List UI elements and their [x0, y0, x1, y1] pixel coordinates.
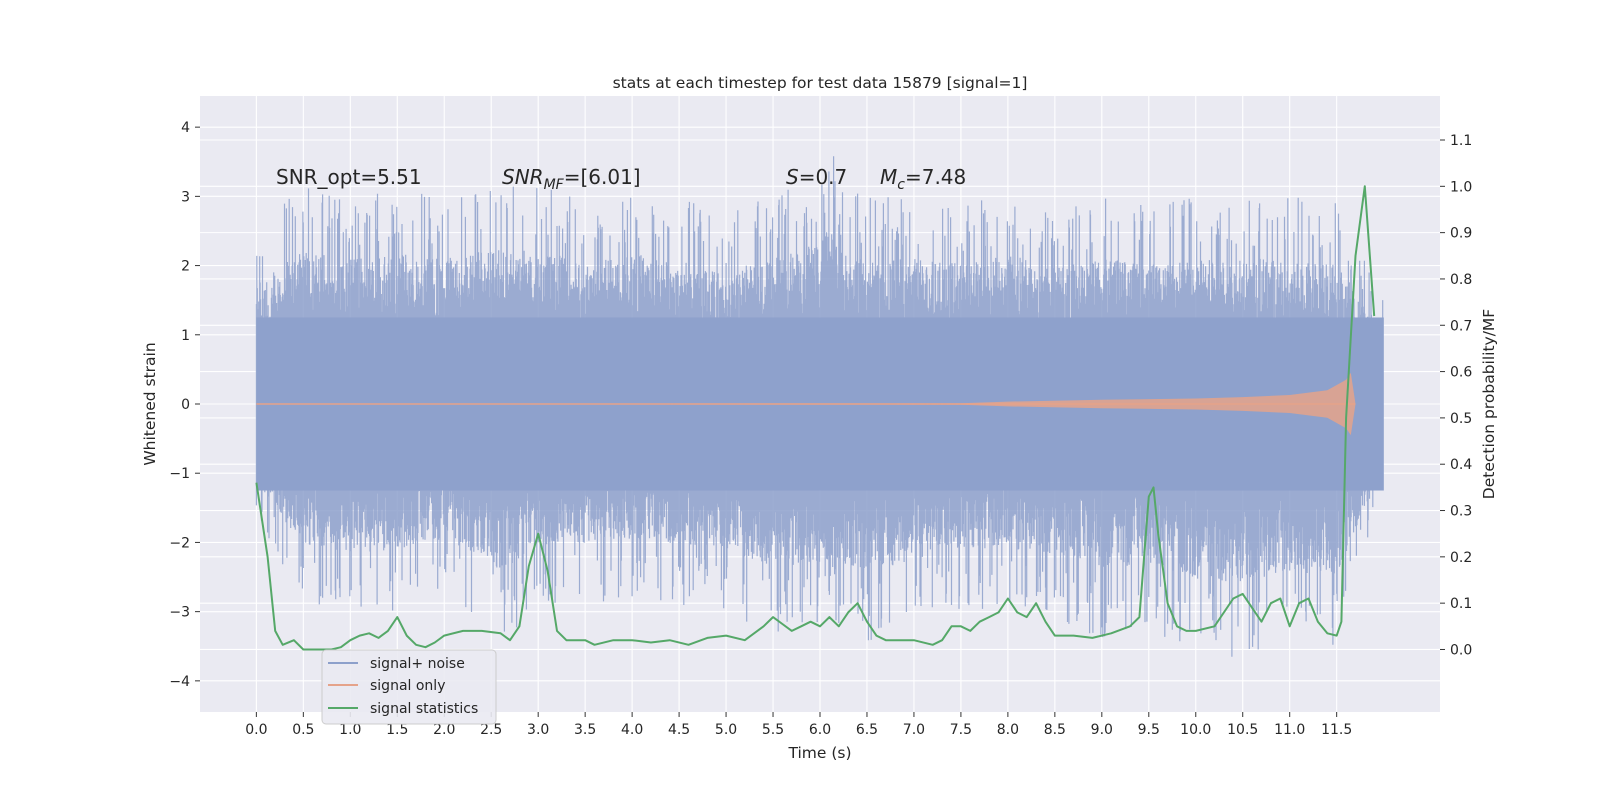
s-symbol: S	[786, 165, 799, 189]
left-y-tick-label: −3	[169, 605, 190, 621]
x-tick-label: 8.0	[997, 722, 1019, 738]
legend-label-signal-only: signal only	[370, 678, 445, 694]
snr-mf-annotation: SNRMF=[6.01]	[502, 165, 641, 193]
right-y-axis-ticks: 1.1 1.0 0.9 0.8 0.7 0.6 0.5 0.4 0.3 0.2 0.1 0.0	[1440, 133, 1472, 658]
x-tick-label: 1.5	[386, 722, 408, 738]
left-y-tick-label: 0	[181, 397, 190, 413]
right-y-tick-label: 0.8	[1450, 272, 1472, 288]
x-tick-label: 11.0	[1274, 722, 1305, 738]
left-y-tick-label: −1	[169, 466, 190, 482]
legend-label-signal-statistics: signal statistics	[370, 701, 478, 717]
x-tick-label: 8.5	[1044, 722, 1066, 738]
right-y-tick-label: 0.7	[1450, 318, 1472, 334]
left-y-tick-label: 1	[181, 328, 190, 344]
mc-symbol: M	[880, 165, 897, 189]
x-tick-label: 5.5	[762, 722, 784, 738]
right-y-tick-label: 0.0	[1450, 642, 1472, 658]
x-tick-label: 4.5	[668, 722, 690, 738]
right-y-tick-label: 0.3	[1450, 504, 1472, 520]
x-tick-label: 7.5	[950, 722, 972, 738]
x-tick-label: 10.5	[1227, 722, 1258, 738]
mc-subscript: c	[897, 177, 905, 193]
mc-annotation: Mc=7.48	[880, 165, 966, 193]
right-y-tick-label: 1.1	[1450, 133, 1472, 149]
x-tick-label: 10.0	[1180, 722, 1211, 738]
x-tick-label: 1.0	[339, 722, 361, 738]
x-tick-label: 11.5	[1321, 722, 1352, 738]
left-y-tick-label: 3	[181, 189, 190, 205]
chart-title: stats at each timestep for test data 158…	[613, 74, 1028, 92]
right-y-tick-label: 0.4	[1450, 457, 1472, 473]
x-tick-label: 0.0	[245, 722, 267, 738]
right-y-tick-label: 0.1	[1450, 596, 1472, 612]
left-y-tick-label: 2	[181, 259, 190, 275]
legend-label-signal-noise: signal+ noise	[370, 656, 465, 672]
y-axis-label-left: Whitened strain	[141, 342, 159, 465]
x-tick-label: 3.5	[574, 722, 596, 738]
annotations: SNR_opt=5.51 SNRMF=[6.01] S=0.7 Mc=7.48	[276, 165, 966, 193]
x-tick-label: 9.5	[1138, 722, 1160, 738]
right-y-tick-label: 0.2	[1450, 550, 1472, 566]
right-y-tick-label: 0.9	[1450, 226, 1472, 242]
x-axis-ticks: 0.0 0.5 1.0 1.5 2.0 2.5 3.0 3.5 4.0 4.5 5.0 5.5 6.0 6…	[245, 712, 1352, 738]
x-tick-label: 6.5	[856, 722, 878, 738]
x-tick-label: 9.0	[1091, 722, 1113, 738]
legend-box	[321, 649, 497, 725]
x-axis-label: Time (s)	[787, 744, 851, 762]
signal-only-series	[256, 372, 1356, 436]
right-y-tick-label: 1.0	[1450, 179, 1472, 195]
x-tick-label: 5.0	[715, 722, 737, 738]
x-tick-label: 6.0	[809, 722, 831, 738]
x-tick-label: 2.0	[433, 722, 455, 738]
signal-statistics-series	[255, 185, 1376, 651]
x-tick-label: 0.5	[292, 722, 314, 738]
mc-value: =7.48	[905, 165, 966, 189]
left-y-tick-label: −4	[169, 674, 190, 690]
right-y-axis-label: Detection probability/MF	[1480, 309, 1498, 500]
snr-opt-annotation: SNR_opt=5.51	[276, 165, 422, 189]
right-y-tick-label: 0.5	[1450, 411, 1472, 427]
left-y-axis-ticks: 4 3 2 1 0 −1 −2 −3 −4	[169, 120, 200, 690]
s-value: =0.7	[799, 165, 848, 189]
x-tick-label: 4.0	[621, 722, 643, 738]
snr-mf-value: =[6.01]	[564, 165, 641, 189]
legend: signal+ noise signal only signal statist…	[321, 649, 497, 725]
x-tick-label: 7.0	[903, 722, 925, 738]
x-tick-label: 2.5	[480, 722, 502, 738]
s-annotation: S=0.7	[786, 165, 847, 189]
signal-statistics-line	[255, 185, 1376, 651]
snr-mf-symbol: SNR	[502, 165, 544, 189]
x-tick-label: 3.0	[527, 722, 549, 738]
left-y-tick-label: −2	[169, 535, 190, 551]
snr-mf-subscript: MF	[544, 177, 565, 193]
left-y-tick-label: 4	[181, 120, 190, 136]
right-y-tick-label: 0.6	[1450, 365, 1472, 381]
